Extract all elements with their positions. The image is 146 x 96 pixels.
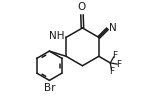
Text: O: O — [78, 2, 86, 12]
Text: F: F — [116, 60, 121, 69]
Text: N: N — [109, 23, 117, 33]
Text: F: F — [112, 51, 117, 60]
Text: Br: Br — [44, 83, 55, 93]
Text: F: F — [109, 67, 114, 76]
Text: NH: NH — [49, 31, 64, 41]
